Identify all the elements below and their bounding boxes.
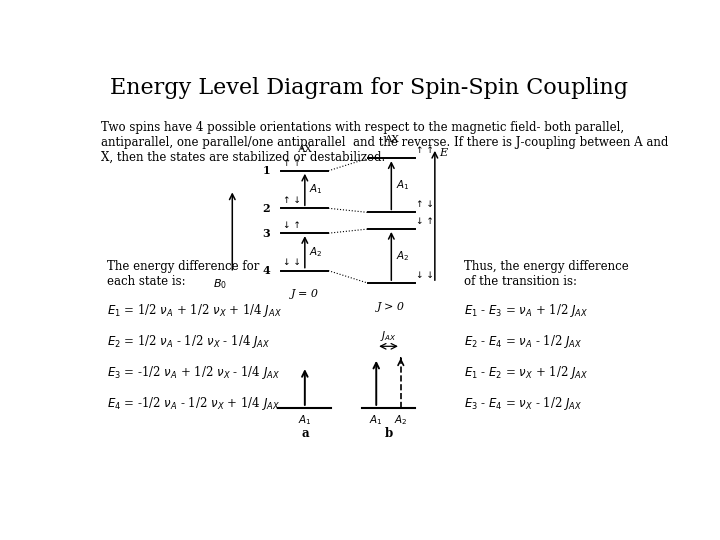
Text: a: a	[301, 427, 309, 440]
Text: $A_1$: $A_1$	[369, 413, 383, 427]
Text: J = 0: J = 0	[291, 289, 319, 299]
Text: ↑ ↓: ↑ ↓	[282, 196, 300, 205]
Text: E: E	[439, 148, 447, 158]
Text: The energy difference for
each state is:: The energy difference for each state is:	[107, 260, 259, 288]
Text: AX: AX	[297, 145, 312, 154]
Text: $E_3$ = -1/2 $\nu_A$ + 1/2 $\nu_X$ - 1/4 $J_{AX}$: $E_3$ = -1/2 $\nu_A$ + 1/2 $\nu_X$ - 1/4…	[107, 364, 279, 381]
Text: ↓ ↑: ↓ ↑	[282, 221, 300, 230]
Text: $E_3$ - $E_4$ = $\nu_X$ - 1/2 $J_{AX}$: $E_3$ - $E_4$ = $\nu_X$ - 1/2 $J_{AX}$	[464, 395, 582, 413]
Text: ↑ ↑: ↑ ↑	[282, 159, 300, 167]
Text: ↓ ↑: ↓ ↑	[416, 217, 433, 226]
Text: Two spins have 4 possible orientations with respect to the magnetic field- both : Two spins have 4 possible orientations w…	[101, 121, 669, 164]
Text: 4: 4	[263, 265, 270, 276]
Text: $E_2$ = 1/2 $\nu_A$ - 1/2 $\nu_X$ - 1/4 $J_{AX}$: $E_2$ = 1/2 $\nu_A$ - 1/2 $\nu_X$ - 1/4 …	[107, 333, 270, 350]
Text: $B_0$: $B_0$	[212, 277, 227, 291]
Text: $A_1$: $A_1$	[310, 183, 323, 197]
Text: $A_1$: $A_1$	[396, 179, 410, 192]
Text: $E_2$ - $E_4$ = $\nu_A$ - 1/2 $J_{AX}$: $E_2$ - $E_4$ = $\nu_A$ - 1/2 $J_{AX}$	[464, 333, 582, 350]
Text: ↓ ↓: ↓ ↓	[416, 271, 433, 280]
Text: AX: AX	[384, 135, 399, 144]
Text: Thus, the energy difference
of the transition is:: Thus, the energy difference of the trans…	[464, 260, 629, 288]
Text: $E_1$ = 1/2 $\nu_A$ + 1/2 $\nu_X$ + 1/4 $J_{AX}$: $E_1$ = 1/2 $\nu_A$ + 1/2 $\nu_X$ + 1/4 …	[107, 302, 282, 319]
Text: $A_1$: $A_1$	[298, 413, 312, 427]
Text: ↑ ↑: ↑ ↑	[416, 146, 433, 155]
Text: ↓ ↓: ↓ ↓	[282, 258, 300, 267]
Text: $A_2$: $A_2$	[396, 249, 409, 263]
Text: $E_1$ - $E_3$ = $\nu_A$ + 1/2 $J_{AX}$: $E_1$ - $E_3$ = $\nu_A$ + 1/2 $J_{AX}$	[464, 302, 588, 319]
Text: J > 0: J > 0	[377, 302, 405, 312]
Text: $A_2$: $A_2$	[394, 413, 408, 427]
Text: $J_{AX}$: $J_{AX}$	[380, 329, 397, 343]
Text: 3: 3	[263, 228, 270, 239]
Text: 1: 1	[263, 165, 270, 177]
Text: $E_4$ = -1/2 $\nu_A$ - 1/2 $\nu_X$ + 1/4 $J_{AX}$: $E_4$ = -1/2 $\nu_A$ - 1/2 $\nu_X$ + 1/4…	[107, 395, 279, 413]
Text: b: b	[384, 427, 392, 440]
Text: 2: 2	[263, 202, 270, 214]
Text: Energy Level Diagram for Spin-Spin Coupling: Energy Level Diagram for Spin-Spin Coupl…	[110, 77, 628, 99]
Text: $E_1$ - $E_2$ = $\nu_X$ + 1/2 $J_{AX}$: $E_1$ - $E_2$ = $\nu_X$ + 1/2 $J_{AX}$	[464, 364, 588, 381]
Text: $A_2$: $A_2$	[310, 245, 323, 259]
Text: ↑ ↓: ↑ ↓	[416, 200, 433, 209]
